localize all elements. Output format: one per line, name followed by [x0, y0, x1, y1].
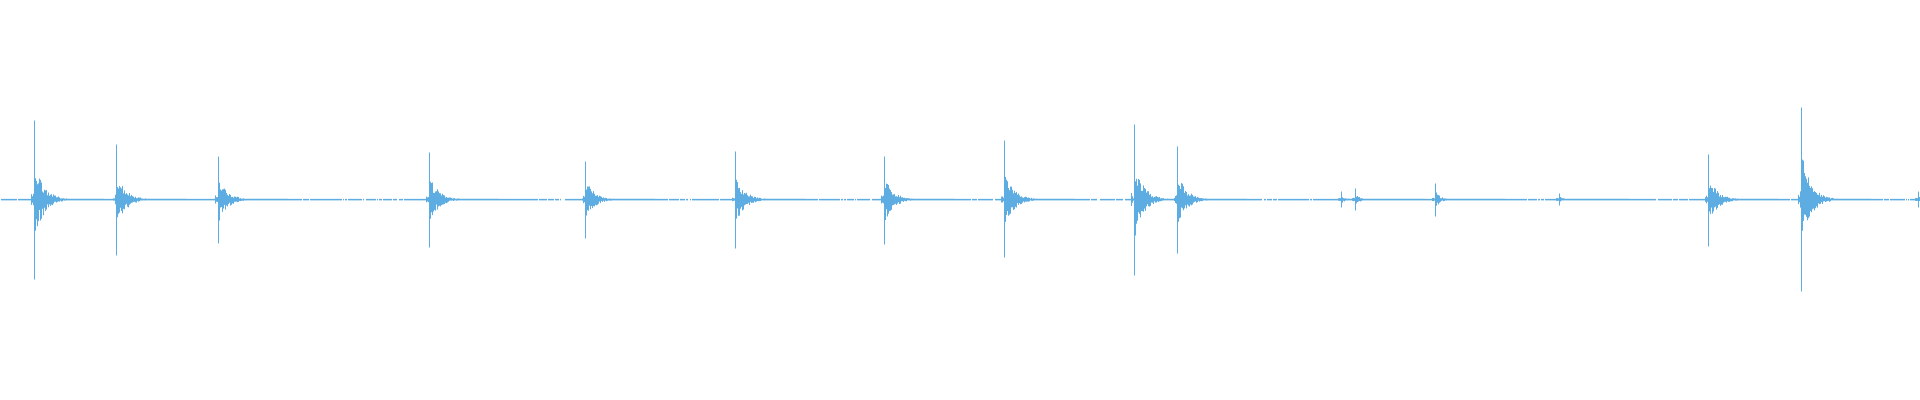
- waveform-samples: [1, 107, 1920, 292]
- waveform-path: [1, 107, 1920, 292]
